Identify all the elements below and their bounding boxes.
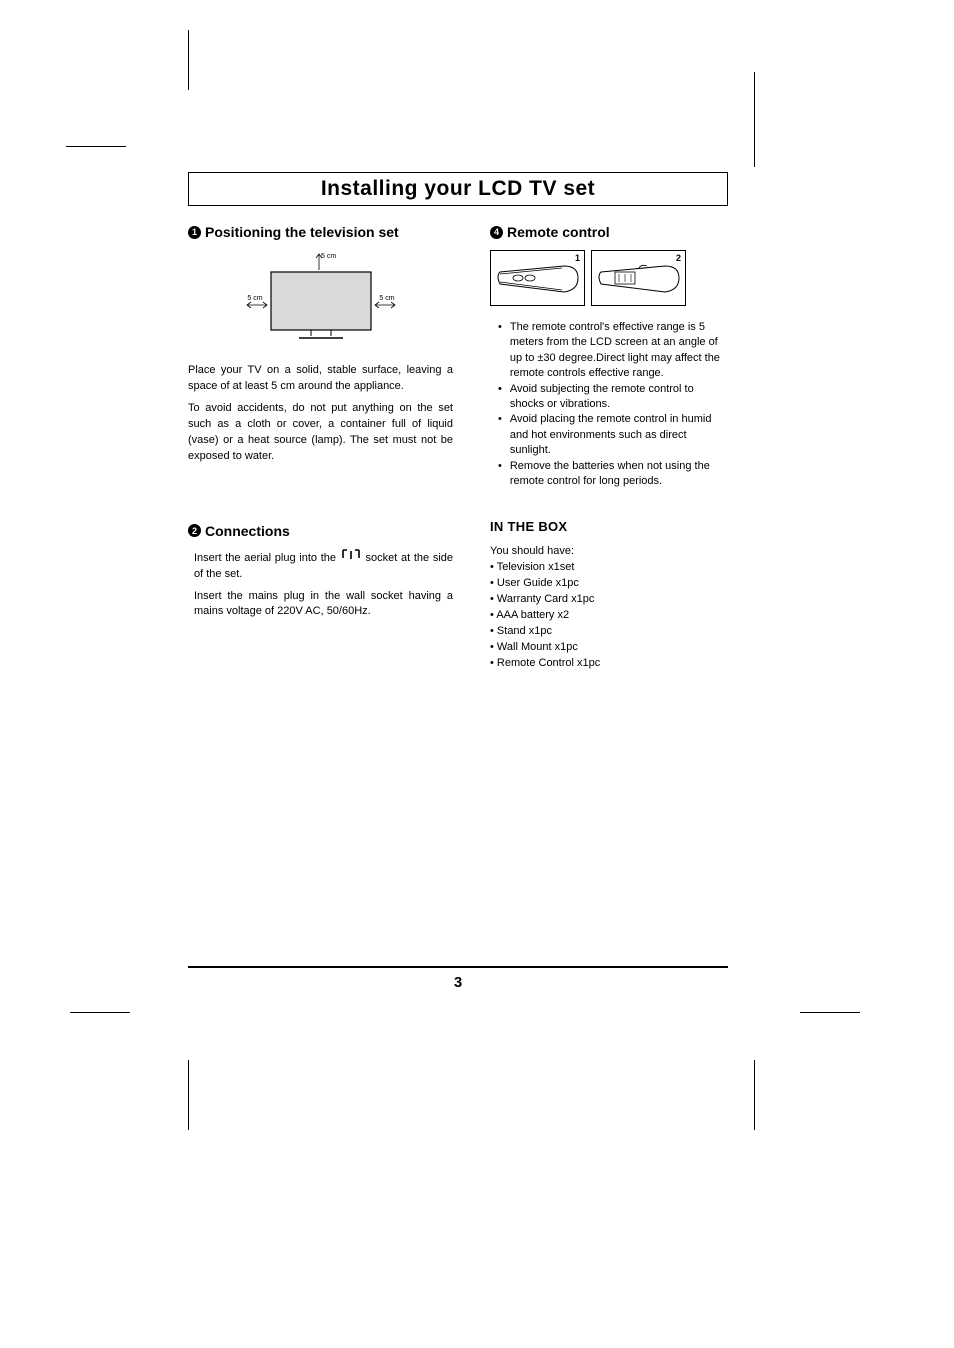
page-number: 3 bbox=[454, 974, 462, 991]
clearance-left-label: 5 cm bbox=[247, 295, 262, 302]
clearance-top-label: 5 cm bbox=[321, 253, 336, 260]
remote-bullet-4: •Remove the batteries when not using the… bbox=[490, 459, 725, 490]
remote-fig-1: 1 bbox=[490, 250, 585, 306]
section-heading-inbox: IN THE BOX bbox=[490, 519, 725, 534]
inbox-item: Wall Mount x1pc bbox=[490, 640, 725, 656]
connections-para-1: Insert the aerial plug into the socket a… bbox=[188, 549, 453, 583]
page-title-box: Installing your LCD TV set bbox=[188, 172, 728, 206]
heading-text: Connections bbox=[205, 523, 290, 539]
inbox-intro: You should have: bbox=[490, 544, 725, 560]
inbox-items: Television x1set User Guide x1pc Warrant… bbox=[490, 560, 725, 672]
remote-fig-2: 2 bbox=[591, 250, 686, 306]
clearance-right-label: 5 cm bbox=[379, 295, 394, 302]
page-footer: 3 bbox=[188, 966, 728, 991]
remote-figures: 1 2 bbox=[490, 250, 725, 306]
inbox-item: User Guide x1pc bbox=[490, 576, 725, 592]
remote-bullet-2: •Avoid subjecting the remote control to … bbox=[490, 382, 725, 413]
remote-bullet-3: •Avoid placing the remote control in hum… bbox=[490, 412, 725, 458]
section-num-icon: 2 bbox=[188, 524, 201, 537]
remote-bullet-1: •The remote control's effective range is… bbox=[490, 320, 725, 382]
section-num-icon: 4 bbox=[490, 226, 503, 239]
section-num-icon: 1 bbox=[188, 226, 201, 239]
inbox-item: Stand x1pc bbox=[490, 624, 725, 640]
section-heading-remote: 4 Remote control bbox=[490, 224, 725, 240]
tv-clearance-diagram: 5 cm 5 cm 5 cm bbox=[241, 250, 401, 345]
inbox-item: AAA battery x2 bbox=[490, 608, 725, 624]
positioning-para-1: Place your TV on a solid, stable surface… bbox=[188, 363, 453, 395]
heading-text: Remote control bbox=[507, 224, 610, 240]
section-heading-positioning: 1 Positioning the television set bbox=[188, 224, 453, 240]
left-column: 1 Positioning the television set 5 cm 5 … bbox=[188, 224, 453, 626]
right-column: 4 Remote control 1 2 •The re bbox=[490, 224, 725, 672]
heading-text: Positioning the television set bbox=[205, 224, 399, 240]
inbox-item: Remote Control x1pc bbox=[490, 656, 725, 672]
inbox-item: Warranty Card x1pc bbox=[490, 592, 725, 608]
page-title: Installing your LCD TV set bbox=[321, 177, 595, 200]
antenna-socket-icon bbox=[342, 549, 360, 567]
section-heading-connections: 2 Connections bbox=[188, 523, 453, 539]
positioning-para-2: To avoid accidents, do not put anything … bbox=[188, 401, 453, 465]
inbox-item: Television x1set bbox=[490, 560, 725, 576]
connections-para-2: Insert the mains plug in the wall socket… bbox=[188, 589, 453, 621]
